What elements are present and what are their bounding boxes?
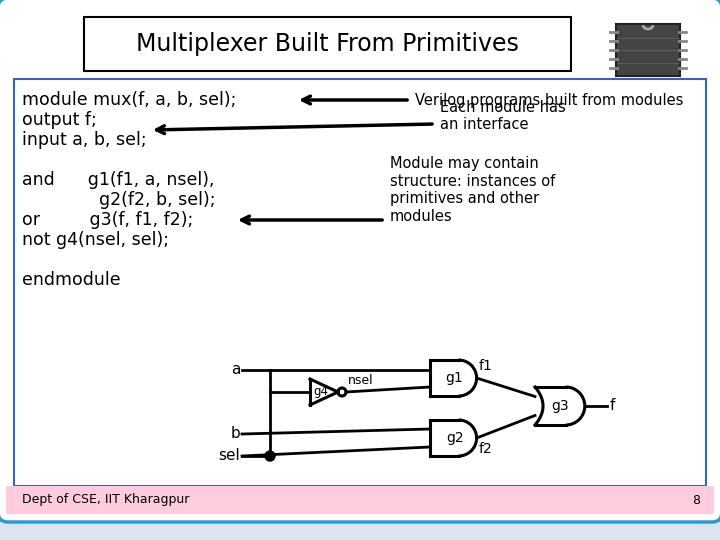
Text: not g4(nsel, sel);: not g4(nsel, sel); (22, 231, 169, 249)
Text: g2(f2, b, sel);: g2(f2, b, sel); (22, 191, 215, 209)
Text: g1: g1 (446, 371, 464, 385)
Text: or         g3(f, f1, f2);: or g3(f, f1, f2); (22, 211, 193, 229)
Text: Dept of CSE, IIT Kharagpur: Dept of CSE, IIT Kharagpur (22, 494, 189, 507)
Text: endmodule: endmodule (22, 271, 121, 289)
Text: Verilog programs built from modules: Verilog programs built from modules (415, 92, 683, 107)
FancyBboxPatch shape (616, 24, 680, 76)
Text: sel: sel (218, 449, 240, 463)
FancyBboxPatch shape (84, 17, 571, 71)
Text: and      g1(f1, a, nsel),: and g1(f1, a, nsel), (22, 171, 215, 189)
Text: g2: g2 (446, 431, 464, 445)
Text: a: a (230, 362, 240, 377)
Text: g4: g4 (314, 386, 329, 399)
Circle shape (265, 451, 275, 461)
Text: Multiplexer Built From Primitives: Multiplexer Built From Primitives (135, 32, 518, 56)
Text: Module may contain
structure: instances of
primitives and other
modules: Module may contain structure: instances … (390, 157, 555, 224)
Text: f1: f1 (479, 359, 492, 373)
Text: Each module has
an interface: Each module has an interface (440, 100, 566, 132)
Text: module mux(f, a, b, sel);: module mux(f, a, b, sel); (22, 91, 236, 109)
FancyBboxPatch shape (14, 79, 706, 486)
FancyBboxPatch shape (6, 486, 714, 514)
FancyBboxPatch shape (0, 0, 720, 522)
Text: f2: f2 (479, 442, 492, 456)
Text: nsel: nsel (348, 374, 374, 387)
Text: input a, b, sel;: input a, b, sel; (22, 131, 147, 149)
Text: g3: g3 (551, 399, 569, 413)
Text: output f;: output f; (22, 111, 96, 129)
Text: f: f (610, 399, 615, 414)
Text: b: b (230, 427, 240, 442)
Text: 8: 8 (692, 494, 700, 507)
